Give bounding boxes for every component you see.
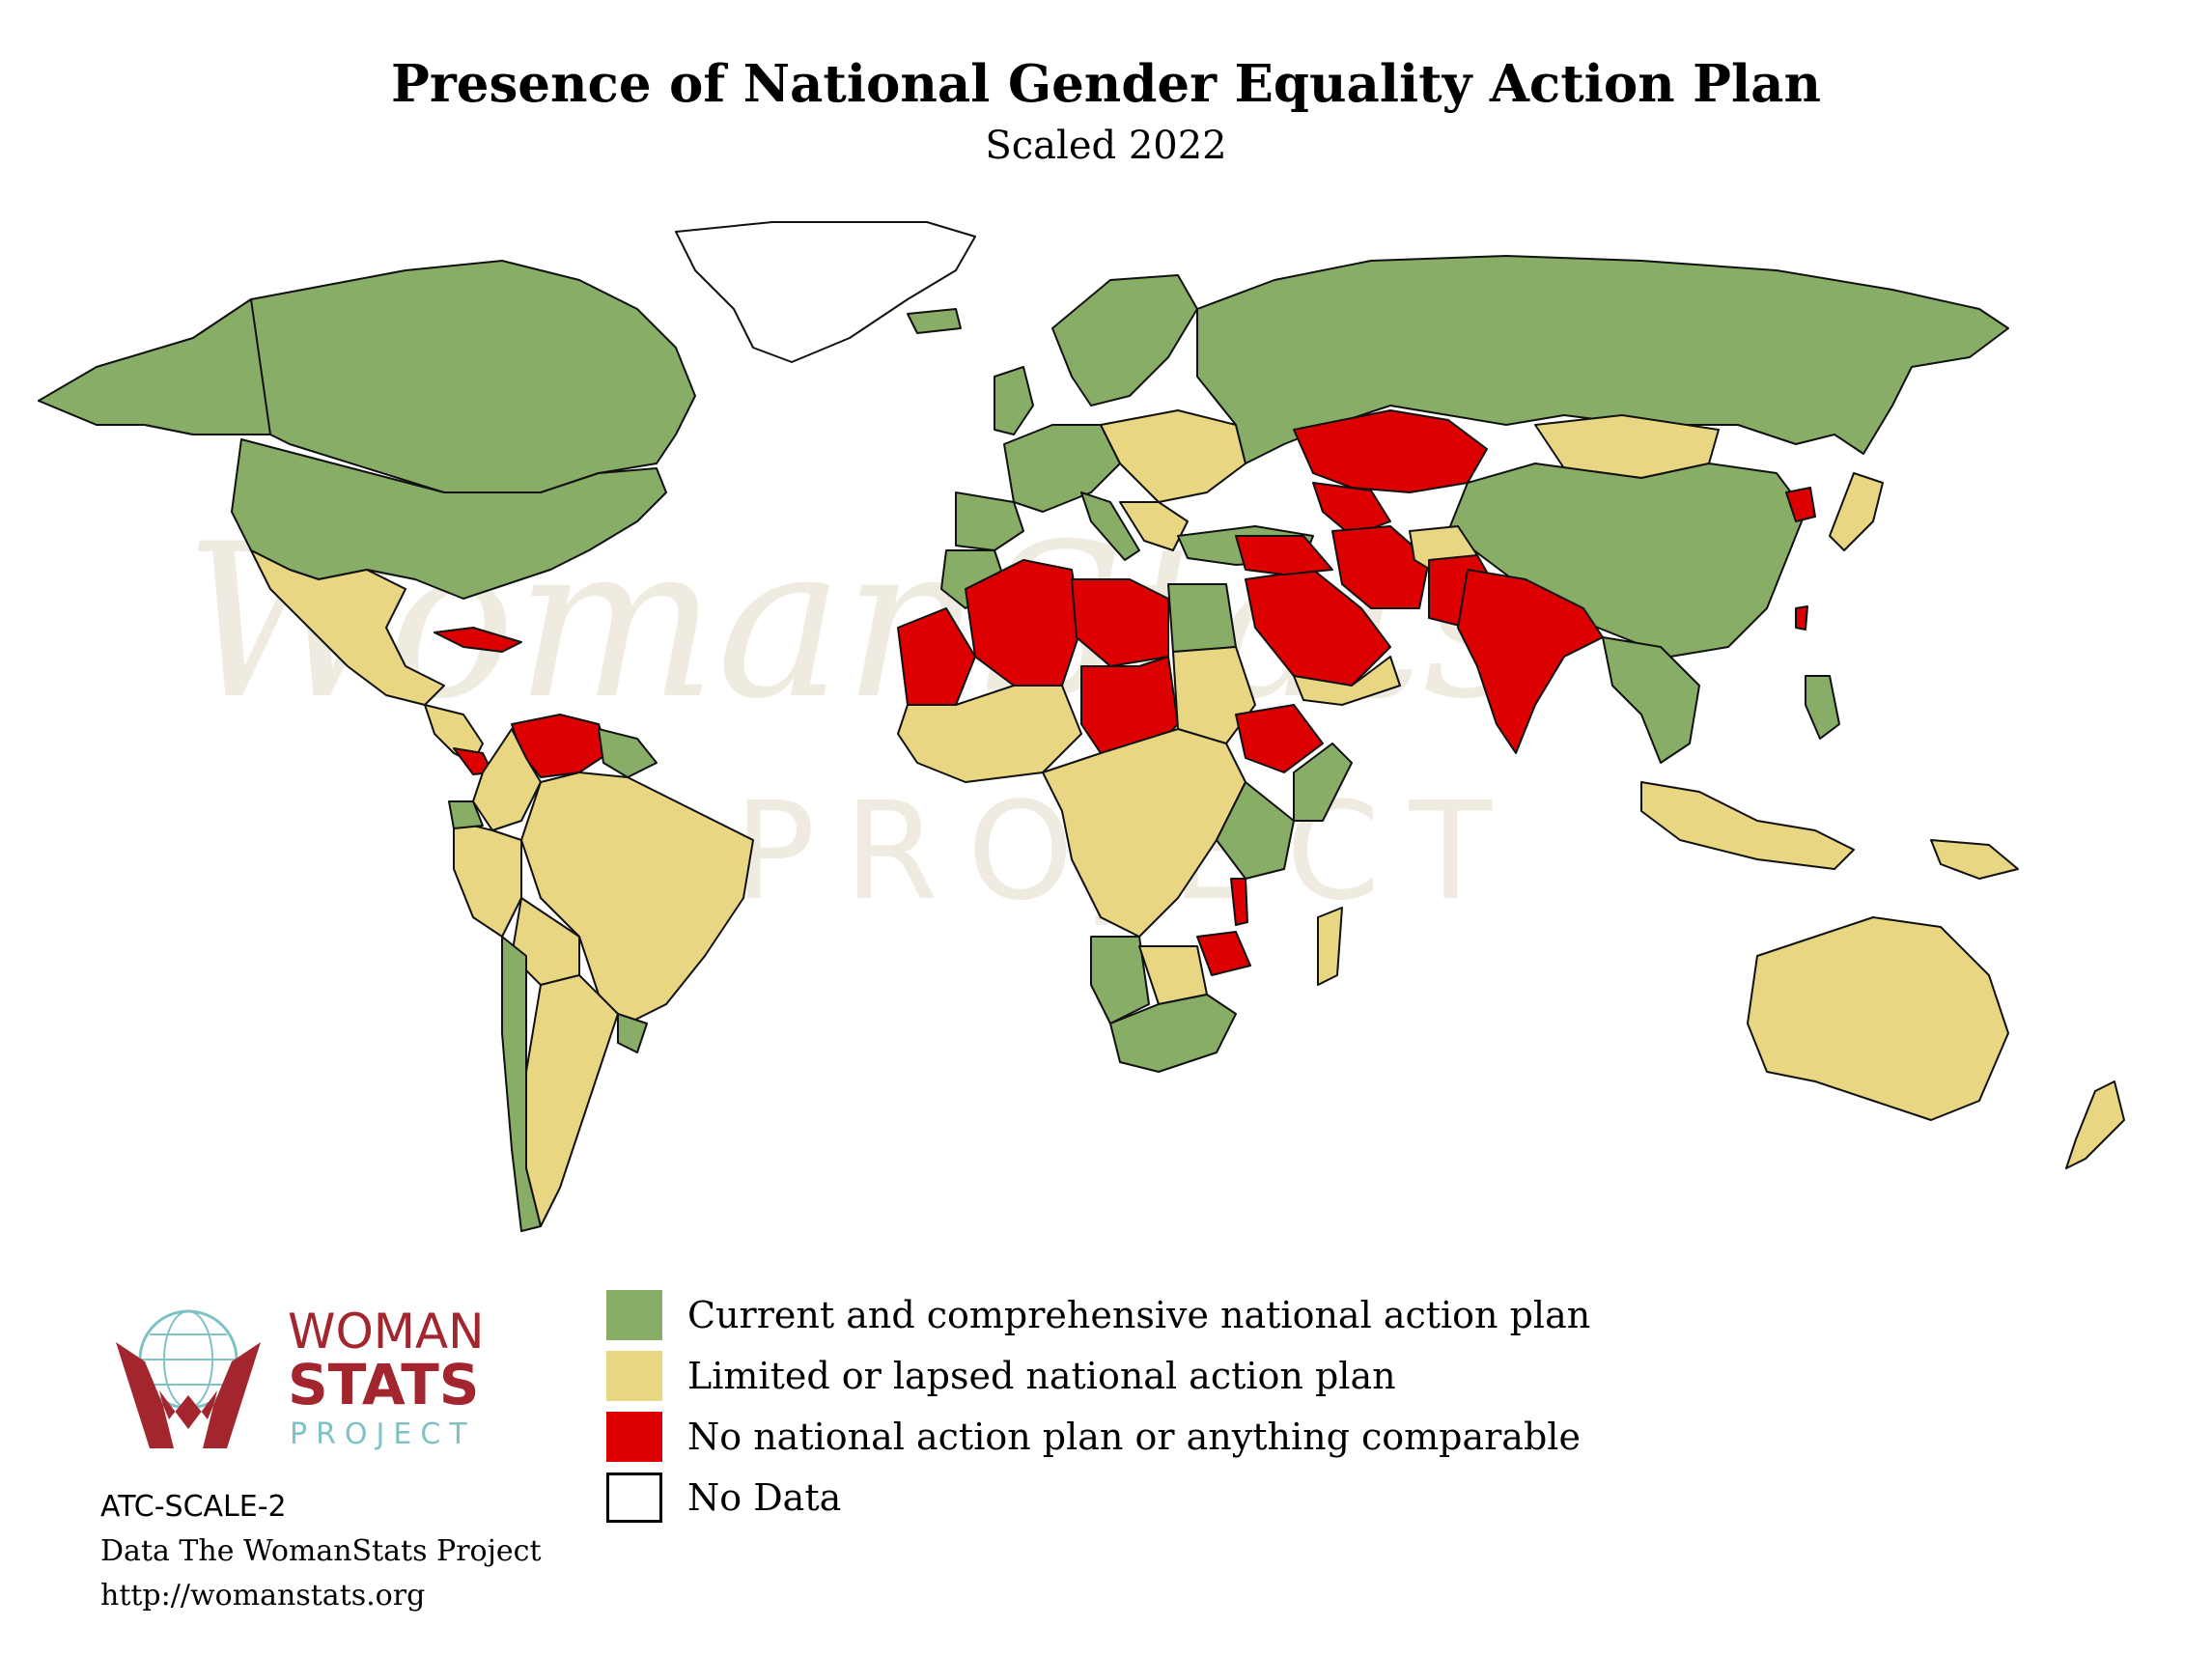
country-botswana[interactable]	[1138, 945, 1208, 1005]
country-brazil[interactable]	[520, 771, 754, 1024]
country-new-zealand[interactable]	[2065, 1080, 2125, 1169]
logo-word-woman: WOMAN	[288, 1304, 485, 1360]
country-indochina[interactable]	[1602, 636, 1700, 764]
country-madagascar[interactable]	[1317, 907, 1343, 986]
credits: ATC-SCALE-2 Data The WomanStats Project …	[100, 1485, 542, 1618]
country-india[interactable]	[1457, 569, 1604, 754]
country-cuba[interactable]	[434, 627, 522, 653]
legend-label-none: No national action plan or anything comp…	[687, 1416, 1581, 1458]
country-uruguay[interactable]	[617, 1013, 648, 1053]
country-alaska[interactable]	[38, 298, 271, 435]
country-namibia[interactable]	[1090, 936, 1150, 1024]
legend-label-no-data: No Data	[687, 1476, 842, 1519]
country-somalia[interactable]	[1293, 743, 1353, 822]
legend-swatch-none	[606, 1412, 662, 1462]
country-taiwan[interactable]	[1795, 605, 1808, 631]
legend-label-current: Current and comprehensive national actio…	[687, 1294, 1591, 1336]
country-east-africa[interactable]	[1216, 781, 1295, 880]
legend-swatch-current	[606, 1290, 662, 1340]
country-iberia[interactable]	[955, 491, 1024, 551]
country-philippines[interactable]	[1805, 675, 1840, 740]
country-malawi[interactable]	[1230, 878, 1248, 926]
country-ecuador[interactable]	[448, 800, 484, 829]
country-yemen-oman[interactable]	[1293, 656, 1401, 706]
country-malaysia-indonesia[interactable]	[1640, 781, 1855, 870]
country-algeria[interactable]	[965, 559, 1082, 687]
country-papua-new-guinea[interactable]	[1930, 839, 2019, 880]
country-eastern-europe[interactable]	[1100, 409, 1246, 503]
country-iran[interactable]	[1331, 525, 1430, 609]
country-zimbabwe[interactable]	[1196, 931, 1251, 976]
credit-source: Data The WomanStats Project	[100, 1534, 542, 1568]
country-greenland[interactable]	[675, 221, 976, 363]
credit-url[interactable]: http://womanstats.org	[100, 1579, 426, 1613]
country-guianas[interactable]	[598, 728, 658, 778]
legend-label-limited: Limited or lapsed national action plan	[687, 1355, 1396, 1397]
country-scandinavia[interactable]	[1051, 274, 1198, 407]
country-south-africa[interactable]	[1109, 994, 1237, 1073]
country-uk[interactable]	[994, 366, 1034, 435]
country-north-korea[interactable]	[1785, 487, 1816, 522]
country-ethiopia[interactable]	[1235, 704, 1324, 773]
country-saudi-arabia[interactable]	[1245, 569, 1391, 687]
country-egypt[interactable]	[1167, 583, 1237, 653]
legend-swatch-limited	[606, 1351, 662, 1401]
logo-word-stats: STATS	[288, 1352, 480, 1417]
country-argentina[interactable]	[525, 974, 619, 1227]
country-western-europe[interactable]	[1003, 424, 1121, 513]
country-western-sahara-mauritania[interactable]	[897, 607, 976, 706]
country-japan[interactable]	[1829, 472, 1884, 551]
country-australia[interactable]	[1747, 916, 2009, 1121]
logo-word-project: PROJECT	[290, 1417, 476, 1451]
country-chile[interactable]	[501, 936, 542, 1232]
map-title: Presence of National Gender Equality Act…	[390, 54, 1822, 114]
legend-swatch-no-data	[606, 1473, 662, 1523]
country-mexico[interactable]	[250, 549, 445, 706]
map-subtitle: Scaled 2022	[985, 124, 1227, 168]
country-iraq-syria[interactable]	[1235, 535, 1333, 575]
country-west-africa[interactable]	[897, 685, 1082, 783]
country-colombia[interactable]	[472, 728, 542, 831]
world-map: WomanStats PROJECT	[0, 203, 2212, 1265]
credit-code: ATC-SCALE-2	[100, 1490, 287, 1524]
country-central-africa[interactable]	[1042, 728, 1246, 938]
country-iceland[interactable]	[907, 308, 962, 334]
country-italy[interactable]	[1080, 491, 1140, 561]
womanstats-logo: WOMAN STATS PROJECT	[106, 1304, 512, 1468]
logo-emblem-icon	[116, 1309, 261, 1448]
world-map-svg: WomanStats PROJECT	[38, 221, 2125, 1232]
country-china[interactable]	[1447, 463, 1806, 658]
country-peru[interactable]	[453, 820, 522, 938]
